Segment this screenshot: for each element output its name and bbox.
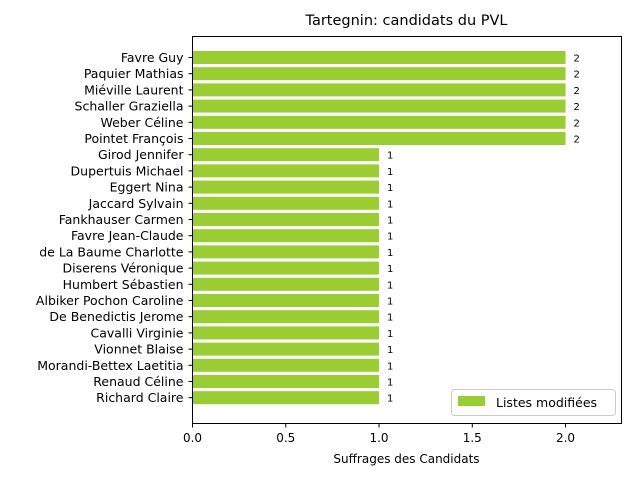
- bar: [192, 294, 380, 307]
- x-tick-label: 1.0: [369, 431, 388, 445]
- bar: [192, 229, 380, 243]
- data-label: 2: [574, 54, 580, 65]
- y-tick-label: Miéville Laurent: [84, 82, 183, 97]
- x-tick-label: 2.0: [556, 431, 575, 445]
- data-label: 1: [387, 151, 393, 162]
- y-tick-label: Schaller Graziella: [75, 99, 184, 114]
- y-tick-label: Favre Jean-Claude: [71, 228, 184, 243]
- data-label: 2: [574, 102, 580, 113]
- y-tick-label: Fankhauser Carmen: [59, 212, 184, 227]
- y-tick-label: De Benedictis Jerome: [49, 309, 183, 324]
- bar: [192, 83, 566, 97]
- bar: [192, 375, 380, 388]
- bar: [192, 213, 380, 226]
- data-label: 1: [387, 329, 393, 340]
- y-tick-label: Renaud Céline: [93, 374, 184, 389]
- legend-frame: [451, 389, 616, 416]
- data-label: 2: [574, 118, 580, 129]
- data-label: 1: [387, 394, 393, 405]
- bar: [192, 391, 380, 405]
- bar: [192, 99, 566, 113]
- y-tick-label: Morandi-Bettex Laetitia: [37, 358, 183, 373]
- data-label: 2: [574, 135, 580, 146]
- y-tick-label: Eggert Nina: [110, 180, 184, 195]
- y-tick-label: Dupertuis Michael: [71, 163, 184, 178]
- bar: [192, 180, 380, 194]
- data-label: 1: [387, 232, 393, 243]
- y-tick-label: Albiker Pochon Caroline: [36, 293, 184, 308]
- x-axis: 0.0 0.5 1.0 1.5 2.0: [183, 423, 575, 445]
- data-label: 1: [387, 167, 393, 178]
- data-label: 1: [387, 361, 393, 372]
- data-label: 1: [387, 313, 393, 324]
- y-tick-label: Pointet François: [84, 131, 183, 146]
- bar: [192, 132, 566, 145]
- bar: [192, 277, 380, 291]
- y-tick-label: Cavalli Virginie: [91, 325, 184, 340]
- y-tick-label: Favre Guy: [121, 50, 184, 65]
- bar: [192, 51, 566, 64]
- data-label: 1: [387, 199, 393, 210]
- legend-swatch: [458, 396, 485, 406]
- bar: [192, 261, 380, 275]
- legend-label: Listes modifiées: [496, 395, 597, 410]
- bar: [192, 164, 380, 178]
- y-tick-label: Diserens Véronique: [63, 261, 184, 276]
- y-tick-label: Jaccard Sylvain: [88, 196, 184, 211]
- y-tick-label: Vionnet Blaise: [94, 342, 184, 357]
- y-tick-label: Richard Claire: [96, 390, 184, 405]
- bars-group: [192, 51, 566, 405]
- data-label: 1: [387, 297, 393, 308]
- data-label: 2: [574, 70, 580, 81]
- data-label: 1: [387, 216, 393, 227]
- data-label: 1: [387, 378, 393, 389]
- y-tick-label: de La Baume Charlotte: [39, 244, 184, 259]
- data-label: 1: [387, 345, 393, 356]
- bar: [192, 310, 380, 324]
- data-label: 1: [387, 264, 393, 275]
- legend: Listes modifiées: [451, 389, 616, 416]
- bar: [192, 67, 566, 81]
- bar: [192, 358, 380, 372]
- bar: [192, 326, 380, 340]
- bar: [192, 148, 380, 162]
- bar: [192, 245, 380, 259]
- data-label: 2: [574, 86, 580, 97]
- data-label: 1: [387, 183, 393, 194]
- x-tick-label: 0.5: [276, 431, 295, 445]
- data-label: 1: [387, 248, 393, 259]
- y-tick-label: Girod Jennifer: [98, 147, 184, 162]
- x-axis-label: Suffrages des Candidats: [333, 452, 479, 466]
- y-tick-label: Weber Céline: [100, 115, 183, 130]
- data-label: 1: [387, 280, 393, 291]
- plot-frame: [192, 36, 622, 424]
- x-tick-label: 0.0: [183, 431, 202, 445]
- bar: [192, 342, 380, 356]
- y-tick-label: Humbert Sébastien: [63, 277, 184, 292]
- chart-title: Tartegnin: candidats du PVL: [305, 13, 508, 29]
- y-tick-label: Paquier Mathias: [84, 66, 184, 81]
- bar: [192, 115, 566, 129]
- bar: [192, 196, 380, 210]
- x-tick-label: 1.5: [463, 431, 482, 445]
- data-labels: 2 2 2 2 2 2 1 1 1 1 1 1 1 1 1 1 1 1 1 1 1 1: [387, 54, 580, 405]
